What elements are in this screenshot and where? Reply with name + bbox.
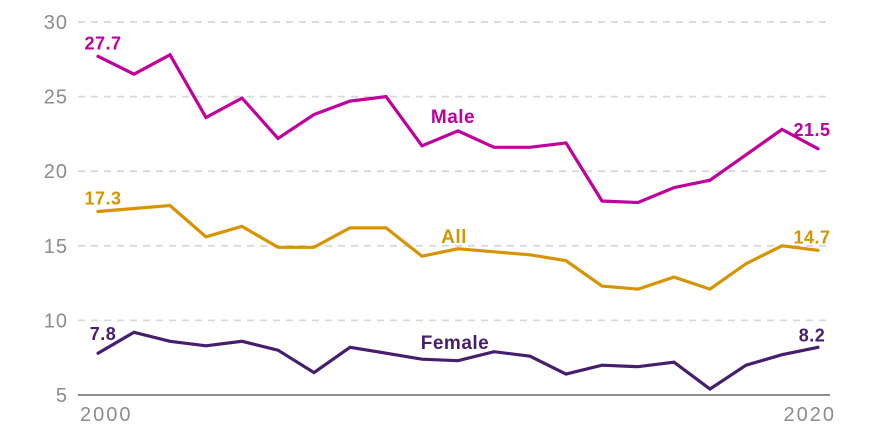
all-series-label: All [441, 227, 467, 248]
all-start-value-label: 17.3 [84, 188, 121, 208]
male-start-value-label: 27.7 [84, 33, 121, 53]
female-series-label: Female [421, 333, 489, 354]
male-series-line [96, 52, 820, 205]
all-series-line [96, 203, 820, 291]
y-tick-label-15: 15 [44, 236, 68, 258]
x-tick-label-2000: 2000 [80, 404, 133, 426]
y-tick-label-5: 5 [56, 385, 68, 407]
y-tick-label-10: 10 [44, 310, 68, 332]
all-end-value-label: 14.7 [793, 227, 830, 247]
x-tick-label-2020: 2020 [784, 404, 837, 426]
female-series-line [96, 330, 820, 391]
female-start-value-label: 7.8 [90, 324, 117, 344]
male-series-label: Male [431, 107, 475, 128]
male-end-value-label: 21.5 [793, 120, 830, 140]
y-tick-label-20: 20 [44, 161, 68, 183]
female-end-value-label: 8.2 [799, 325, 826, 345]
y-tick-label-30: 30 [44, 12, 68, 34]
y-tick-label-25: 25 [44, 87, 68, 109]
